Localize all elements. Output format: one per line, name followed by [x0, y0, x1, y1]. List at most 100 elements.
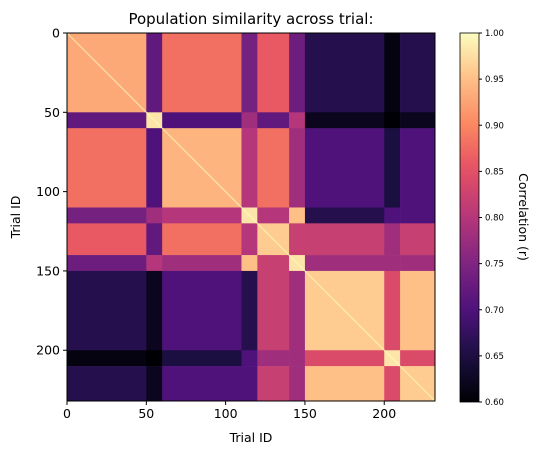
heat-cell-E-I — [400, 223, 436, 256]
heat-cell-G-C — [162, 270, 242, 351]
x-tick-label: 100 — [214, 406, 238, 421]
heat-cell-I-G — [304, 366, 385, 402]
heat-cell-G-B — [146, 270, 163, 351]
heat-cell-F-B — [146, 255, 163, 272]
heat-cell-B-F — [289, 112, 306, 129]
heat-cell-E-D — [241, 223, 258, 256]
x-axis-label: Trial ID — [229, 430, 273, 445]
heat-cell-A-D — [241, 33, 258, 113]
y-axis: 0 50 100 150 200 — [36, 26, 67, 358]
heat-cell-E-G — [304, 223, 385, 256]
heat-cell-E-B — [146, 223, 163, 256]
heat-cell-E-C — [162, 223, 242, 256]
heat-cell-C-H — [384, 128, 401, 208]
heat-cell-B-G — [304, 112, 385, 129]
heat-cell-A-F — [289, 33, 306, 113]
heat-cell-G-H — [384, 270, 401, 351]
chart-title: Population similarity across trial: — [128, 10, 373, 28]
colorbar-label: Correlation (r) — [516, 173, 531, 261]
y-tick-label: 0 — [52, 26, 60, 41]
x-tick-label: 200 — [372, 406, 396, 421]
colorbar-tick-label: 1.00 — [485, 29, 504, 39]
heat-cell-G-I — [400, 270, 436, 351]
heat-cell-F-D — [241, 255, 258, 272]
heat-cell-G-F — [289, 270, 306, 351]
colorbar-tick-label: 0.90 — [485, 121, 504, 131]
heat-cell-C-G — [304, 128, 385, 208]
x-tick-label: 150 — [293, 406, 317, 421]
colorbar-tick-label: 0.75 — [485, 260, 504, 270]
heat-cell-D-G — [304, 207, 385, 224]
heat-cell-I-E — [257, 366, 290, 402]
heat-cell-H-C — [162, 350, 242, 367]
colorbar-tick-label: 0.85 — [485, 167, 504, 177]
heat-cell-H-A — [67, 350, 147, 367]
heat-cell-H-E — [257, 350, 290, 367]
heat-cell-D-E — [257, 207, 290, 224]
heat-cell-B-A — [67, 112, 147, 129]
heatmap-cells — [66, 32, 436, 402]
heat-cell-E-H — [384, 223, 401, 256]
heat-cell-I-D — [241, 366, 258, 402]
y-tick-label: 150 — [36, 263, 60, 278]
heat-cell-G-A — [67, 270, 147, 351]
y-axis-label: Trial ID — [8, 196, 23, 240]
colorbar-tick-label: 0.80 — [485, 214, 504, 224]
heat-cell-F-G — [304, 255, 385, 272]
heat-cell-D-C — [162, 207, 242, 224]
colorbar-tick-label: 0.70 — [485, 306, 504, 316]
y-tick-label: 100 — [36, 184, 60, 199]
heat-cell-B-D — [241, 112, 258, 129]
heat-cell-I-F — [289, 366, 306, 402]
heat-cell-F-H — [384, 255, 401, 272]
heat-cell-B-I — [400, 112, 436, 129]
heat-cell-F-A — [67, 255, 147, 272]
heat-cell-D-B — [146, 207, 163, 224]
heat-cell-H-D — [241, 350, 258, 367]
heat-cell-D-A — [67, 207, 147, 224]
heat-cell-C-D — [241, 128, 258, 208]
heat-cell-I-H — [384, 366, 401, 402]
heat-cell-B-C — [162, 112, 242, 129]
heat-cell-E-F — [289, 223, 306, 256]
heat-cell-C-I — [400, 128, 436, 208]
heat-cell-A-B — [146, 33, 163, 113]
heat-cell-H-F — [289, 350, 306, 367]
heat-cell-F-C — [162, 255, 242, 272]
heat-cell-H-I — [400, 350, 436, 367]
colorbar-ticks: 0.60 0.65 0.70 0.75 0.80 0.85 0.90 0.95 1.00 — [479, 29, 504, 408]
heat-cell-I-A — [67, 366, 147, 402]
heat-cell-G-D — [241, 270, 258, 351]
heat-cell-A-I — [400, 33, 436, 113]
heat-cell-C-B — [146, 128, 163, 208]
heat-cell-F-I — [400, 255, 436, 272]
y-tick-label: 50 — [44, 105, 60, 120]
colorbar-tick-label: 0.95 — [485, 75, 504, 85]
heat-cell-F-E — [257, 255, 290, 272]
heat-cell-D-I — [400, 207, 436, 224]
heat-cell-A-E — [257, 33, 290, 113]
plot-frame — [66, 32, 436, 402]
heat-cell-I-C — [162, 366, 242, 402]
heat-cell-H-G — [304, 350, 385, 367]
heat-cell-G-E — [257, 270, 290, 351]
colorbar — [459, 32, 480, 403]
heat-cell-C-A — [67, 128, 147, 208]
y-tick-label: 200 — [36, 343, 60, 358]
heat-cell-I-B — [146, 366, 163, 402]
x-tick-label: 50 — [138, 406, 154, 421]
x-axis: 0 50 100 150 200 — [63, 401, 396, 421]
x-tick-label: 0 — [63, 406, 71, 421]
colorbar-tick-label: 0.60 — [485, 398, 504, 408]
heat-cell-B-E — [257, 112, 290, 129]
heat-cell-H-B — [146, 350, 163, 367]
diagonal-line — [66, 32, 436, 402]
heat-cell-A-H — [384, 33, 401, 113]
heat-cell-D-H — [384, 207, 401, 224]
heat-cell-C-E — [257, 128, 290, 208]
heat-cell-C-F — [289, 128, 306, 208]
heat-cell-E-A — [67, 223, 147, 256]
heat-cell-A-G — [304, 33, 385, 113]
heat-cell-B-H — [384, 112, 401, 129]
